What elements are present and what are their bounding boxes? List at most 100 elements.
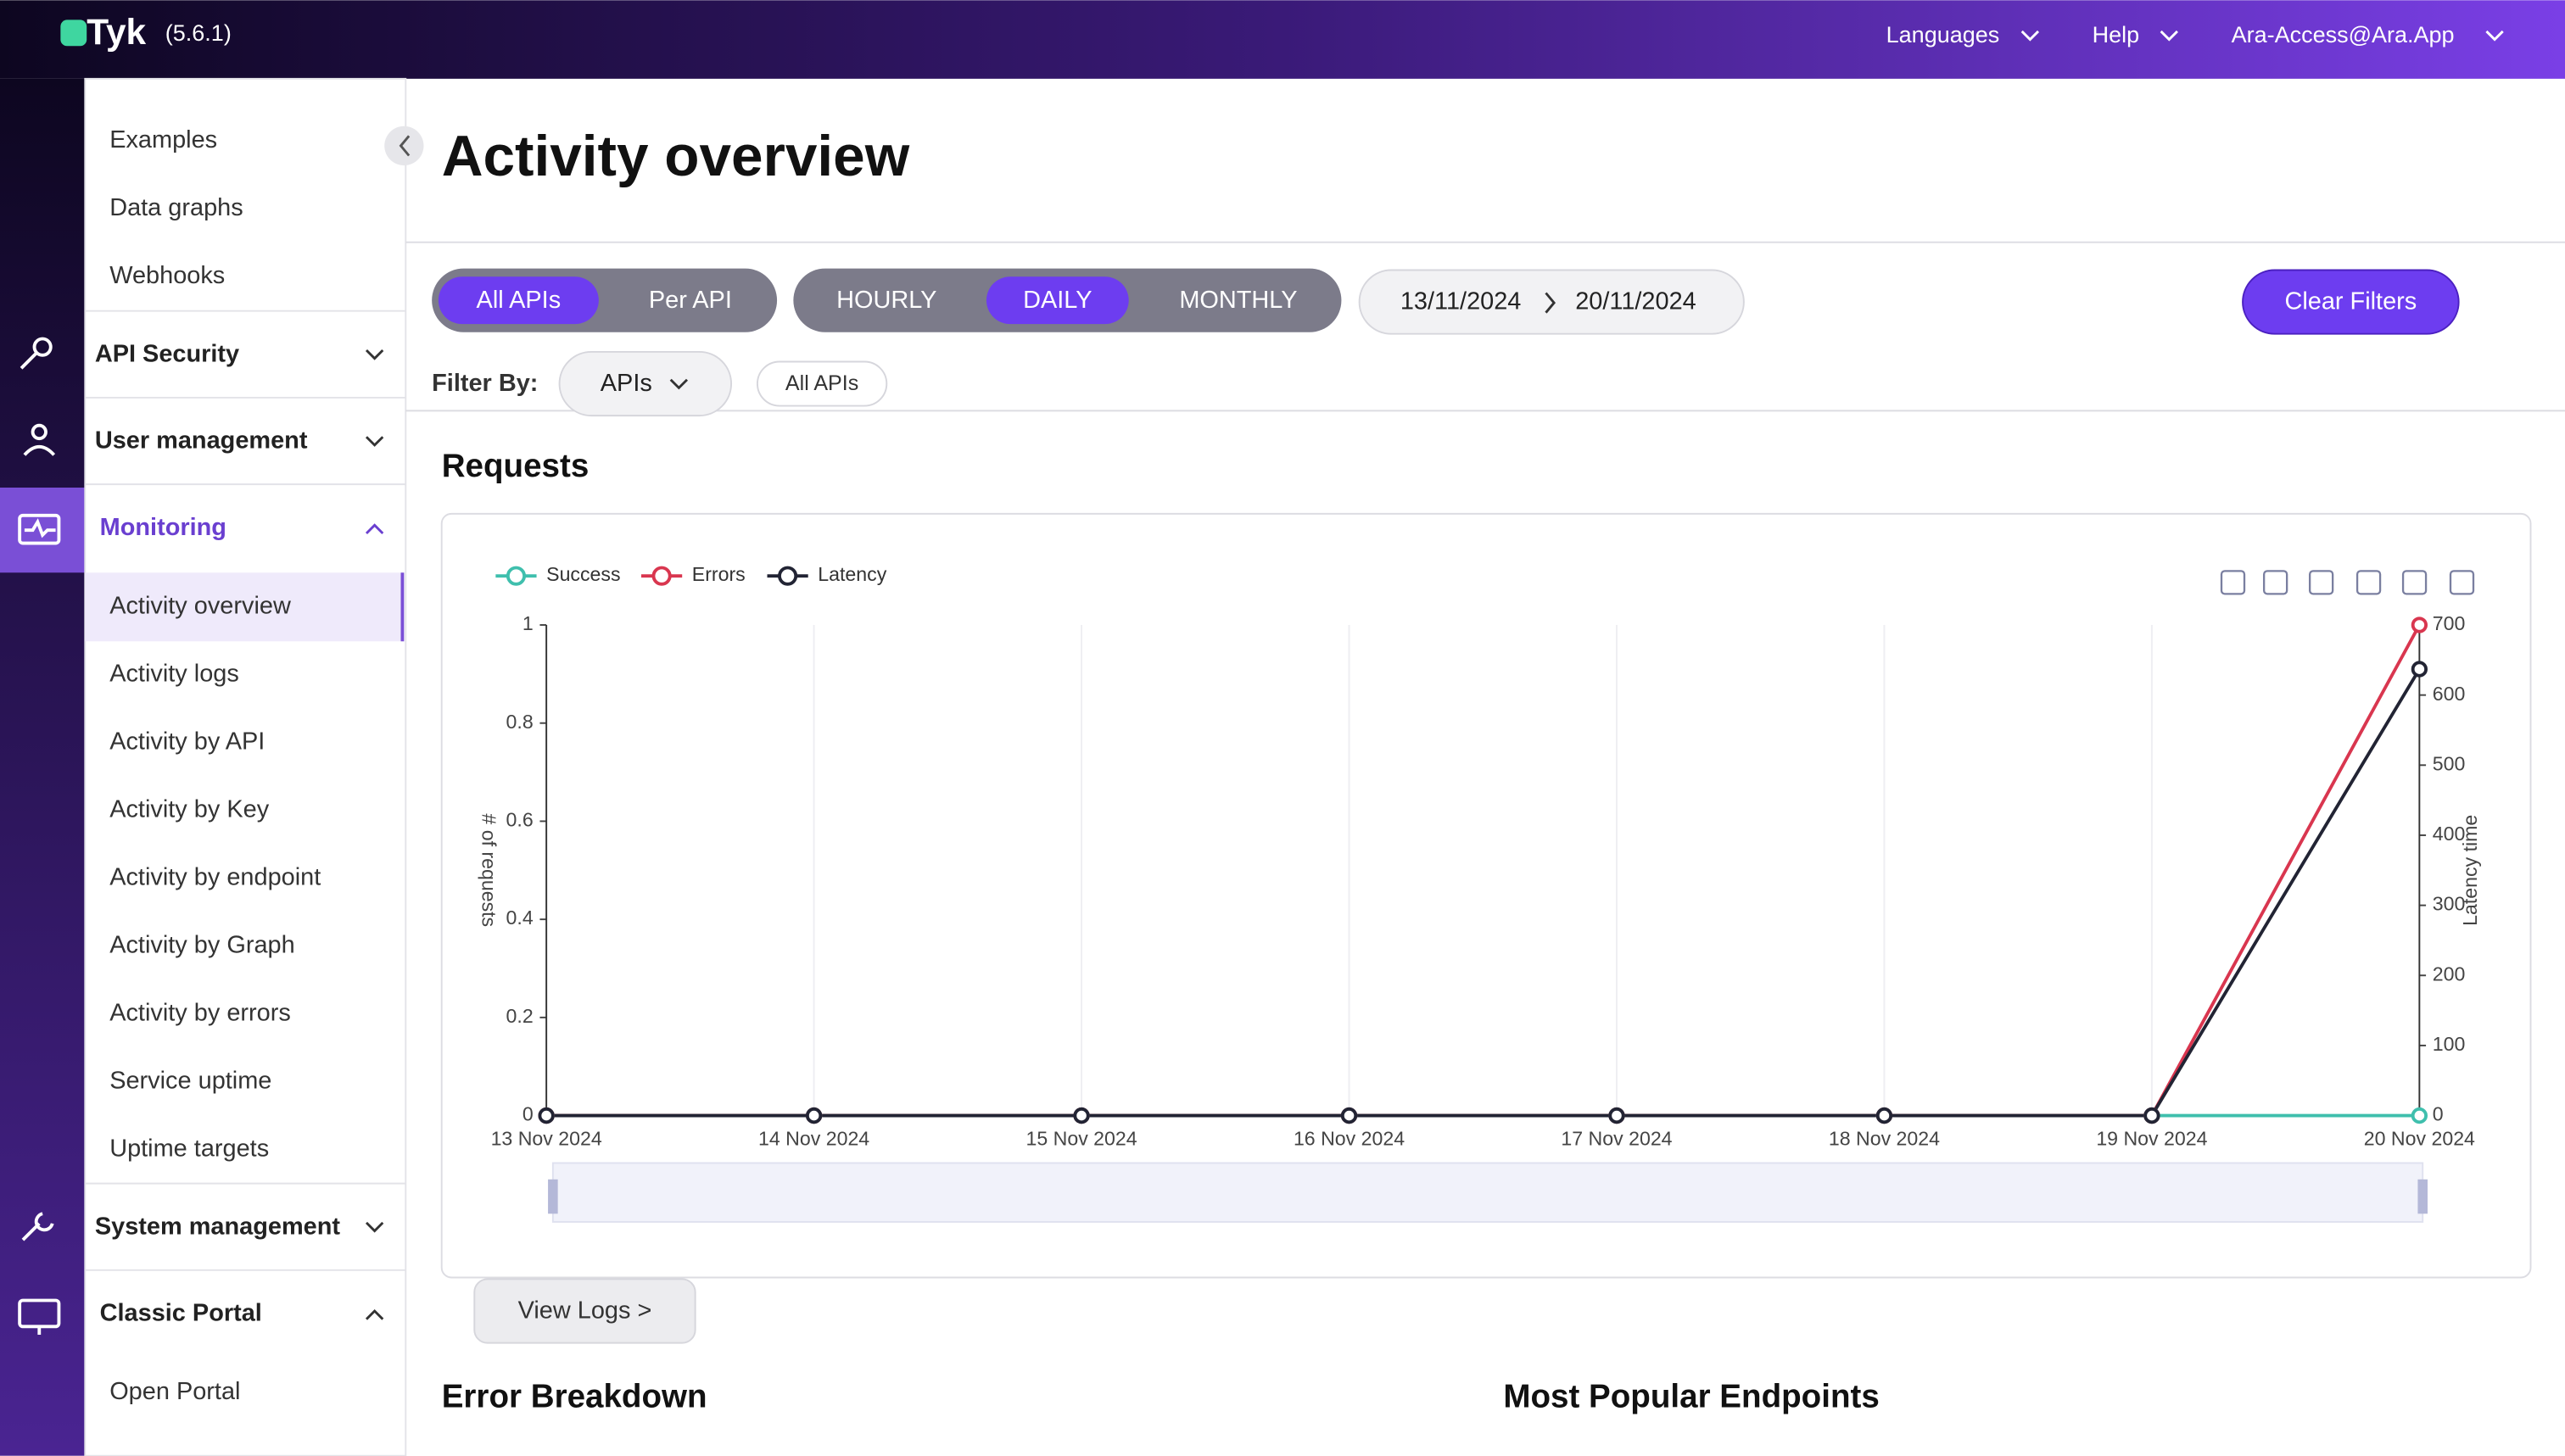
nav-item[interactable]: Activity by errors — [109, 1000, 291, 1027]
chart: 13 Nov 2024 14 Nov 2024 15 Nov 2024 16 Nov … — [478, 563, 2481, 1223]
toolbox-icon[interactable] — [2401, 570, 2428, 595]
nav-item[interactable]: Data graphs — [109, 194, 243, 221]
toggle-active — [986, 276, 1129, 325]
nav-group[interactable]: Monitoring — [100, 514, 226, 541]
toolbox-icon[interactable] — [2220, 570, 2246, 595]
nav-active-bg — [85, 572, 405, 642]
data-point — [1608, 1107, 1625, 1124]
nav-item[interactable]: Activity by Graph — [109, 932, 294, 959]
data-point — [1340, 1107, 1358, 1124]
nav-item[interactable]: Activity logs — [109, 660, 239, 687]
chevron — [2160, 30, 2178, 42]
y-tick-label: 0 — [522, 1103, 534, 1125]
icon-wrench[interactable] — [21, 1212, 54, 1241]
x-tick-label: 15 Nov 2024 — [1025, 1128, 1137, 1150]
x-tick-label: 20 Nov 2024 — [2364, 1128, 2475, 1150]
rail-icons — [18, 337, 61, 1335]
header-menu[interactable]: Ara-Access@Ara.App — [2232, 22, 2455, 47]
section-title: Requests — [442, 448, 590, 484]
legend-label[interactable]: Success — [546, 563, 620, 585]
y-axis-label: # of requests — [478, 813, 500, 927]
y2-tick-label: 500 — [2433, 752, 2466, 774]
nav-group[interactable]: API Security — [95, 340, 239, 367]
nav-item[interactable]: Activity by endpoint — [109, 864, 321, 891]
toggle-option[interactable]: Per API — [649, 287, 732, 314]
x-tick-label: 14 Nov 2024 — [758, 1128, 869, 1150]
y2-tick-label: 300 — [2433, 893, 2466, 915]
arrow — [1545, 292, 1556, 314]
x-tick-label: 17 Nov 2024 — [1561, 1128, 1672, 1150]
data-point — [2411, 616, 2428, 633]
icon-rail — [0, 78, 86, 1456]
toggle-option[interactable]: MONTHLY — [1179, 287, 1297, 314]
nav-group[interactable]: User management — [95, 427, 308, 455]
header-menu[interactable]: Help — [2093, 22, 2140, 47]
header-menu[interactable]: Languages — [1886, 22, 2000, 47]
icon-key[interactable] — [32, 337, 53, 357]
chevron — [365, 523, 384, 535]
nav-item[interactable]: Examples — [109, 126, 217, 153]
chevron — [669, 378, 689, 390]
nav-item[interactable]: Open Portal — [109, 1378, 240, 1405]
filter-select-label: APIs — [601, 370, 652, 397]
toolbox-icon[interactable] — [2262, 570, 2288, 595]
nav-group[interactable]: System management — [95, 1213, 341, 1240]
data-point — [2411, 1107, 2428, 1124]
version: (5.6.1) — [165, 20, 232, 46]
y2-tick-label: 600 — [2433, 683, 2466, 705]
toolbox-icon[interactable] — [2449, 570, 2475, 595]
series-line — [546, 668, 2422, 1118]
section-title: Most Popular Endpoints — [1503, 1378, 1879, 1414]
legend-label[interactable]: Errors — [692, 563, 746, 585]
chart-card — [440, 512, 2532, 1279]
x-tick-label: 16 Nov 2024 — [1294, 1128, 1405, 1150]
nav-item[interactable]: Service uptime — [109, 1068, 271, 1095]
data-point — [2411, 661, 2428, 678]
clear-label[interactable]: Clear Filters — [2284, 288, 2417, 315]
date-to: 20/11/2024 — [1575, 288, 1696, 315]
nav-item[interactable]: Activity overview — [109, 592, 291, 619]
nav-item[interactable]: Activity by Key — [109, 796, 269, 823]
filter-chip[interactable] — [756, 360, 888, 407]
nav-item[interactable]: Uptime targets — [109, 1135, 269, 1163]
view-logs-button[interactable] — [473, 1278, 696, 1344]
toolbox-icon[interactable] — [2355, 570, 2382, 595]
x-tick-label: 19 Nov 2024 — [2096, 1128, 2207, 1150]
nav-item[interactable]: Webhooks — [109, 262, 225, 289]
section-title: Error Breakdown — [442, 1378, 707, 1414]
nav-item[interactable]: Activity by API — [109, 728, 265, 755]
legend-marker — [651, 566, 672, 586]
legend-label[interactable]: Latency — [818, 563, 886, 585]
y2-tick-label: 200 — [2433, 962, 2466, 985]
nav-group[interactable]: Classic Portal — [100, 1300, 262, 1327]
brand: Tyk — [87, 12, 146, 52]
date-range[interactable] — [1358, 269, 1745, 335]
toggle-option[interactable]: DAILY — [1023, 287, 1092, 314]
y2-tick-label: 400 — [2433, 823, 2466, 845]
data-point — [538, 1107, 555, 1124]
y-tick-label: 0.2 — [506, 1005, 534, 1027]
y-tick-label: 1 — [522, 612, 534, 634]
zoom-handle[interactable] — [2417, 1179, 2428, 1214]
y2-tick-label: 0 — [2433, 1103, 2444, 1125]
zoom-handle[interactable] — [548, 1179, 558, 1214]
collapse-button[interactable] — [384, 126, 424, 166]
chevron — [365, 349, 384, 360]
clear-button[interactable] — [2242, 269, 2460, 335]
icon-monitor[interactable] — [18, 513, 61, 545]
icon-users[interactable] — [31, 423, 48, 441]
filter-select[interactable] — [558, 350, 733, 417]
nav-active-bar — [400, 572, 405, 642]
data-point — [1073, 1107, 1090, 1124]
filter-label: Filter By: — [432, 370, 538, 397]
rail-active — [0, 488, 86, 573]
zoom-slider[interactable] — [551, 1162, 2424, 1223]
toggle-option[interactable]: All APIs — [477, 287, 562, 314]
toolbox-icon[interactable] — [2308, 570, 2334, 595]
legend-marker — [778, 566, 798, 586]
toggle-option[interactable]: HOURLY — [836, 287, 936, 314]
chevron — [365, 1221, 384, 1233]
view-logs-label[interactable]: View Logs > — [518, 1297, 652, 1325]
data-point — [2143, 1107, 2160, 1124]
